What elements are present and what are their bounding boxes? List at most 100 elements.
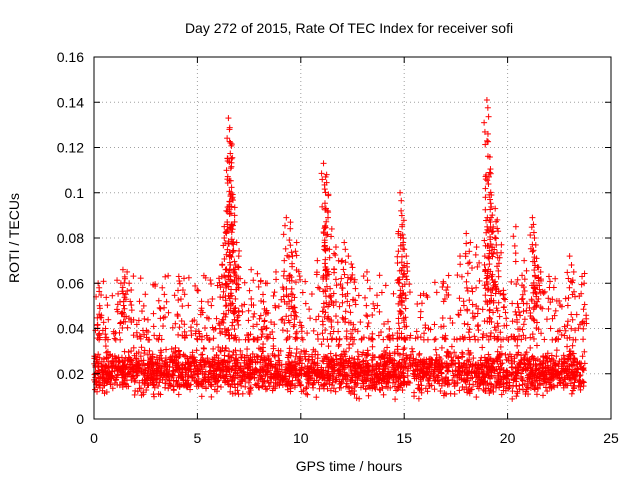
spike-marker <box>287 242 294 249</box>
scatter-marker <box>150 323 157 330</box>
scatter-marker <box>208 280 215 287</box>
data-point <box>341 239 348 246</box>
data-point <box>198 298 205 305</box>
baseline-marker <box>553 347 560 354</box>
scatter-marker <box>365 320 372 327</box>
spike-marker <box>178 317 185 324</box>
spike-marker <box>282 245 289 252</box>
scatter-marker <box>307 315 314 322</box>
baseline-marker <box>422 385 429 392</box>
scatter-marker <box>257 312 264 319</box>
baseline-marker <box>516 382 523 389</box>
baseline-marker <box>369 343 376 350</box>
baseline-marker <box>438 344 445 351</box>
baseline-marker <box>415 381 422 388</box>
data-point <box>283 214 290 221</box>
baseline-marker <box>260 341 267 348</box>
scatter-marker <box>105 316 112 323</box>
scatter-marker <box>517 312 524 319</box>
spike-marker <box>529 241 536 248</box>
baseline-marker <box>214 383 221 390</box>
spike-marker <box>342 308 349 315</box>
spike-marker <box>464 270 471 277</box>
spike-marker <box>512 258 519 265</box>
scatter-marker <box>104 302 111 309</box>
baseline-marker <box>364 347 371 354</box>
spike-marker <box>474 323 481 330</box>
spike-marker <box>330 266 337 273</box>
spike-marker <box>456 295 463 302</box>
spike-marker <box>573 311 580 318</box>
spike-marker <box>580 306 587 313</box>
spike-marker <box>234 318 241 325</box>
scatter-marker <box>433 289 440 296</box>
spike-marker <box>398 197 405 204</box>
baseline-marker <box>396 351 403 358</box>
spike-marker <box>398 253 405 260</box>
data-point <box>467 239 474 246</box>
data-point <box>289 253 296 260</box>
data-points <box>91 96 590 403</box>
data-point <box>96 284 103 291</box>
scatter-marker <box>278 316 285 323</box>
data-point <box>440 280 447 287</box>
scatter-marker <box>201 324 208 331</box>
spike-marker <box>321 200 328 207</box>
baseline-marker <box>262 386 269 393</box>
scatter-marker <box>565 294 572 301</box>
y-tick-label: 0 <box>76 411 84 427</box>
scatter-marker <box>209 295 216 302</box>
spike-marker <box>363 302 370 309</box>
baseline-marker <box>103 388 110 395</box>
baseline-marker <box>215 344 222 351</box>
spike-marker <box>466 297 473 304</box>
spike-marker <box>250 277 257 284</box>
spike-marker <box>495 228 502 235</box>
baseline-marker <box>198 393 205 400</box>
scatter-marker <box>302 278 309 285</box>
scatter-marker <box>296 273 303 280</box>
chart-title: Day 272 of 2015, Rate Of TEC Index for r… <box>185 20 513 36</box>
baseline-marker <box>121 348 128 355</box>
baseline-marker <box>338 384 345 391</box>
spike-marker <box>319 321 326 328</box>
scatter-marker <box>254 270 261 277</box>
baseline-marker <box>214 360 221 367</box>
spike-marker <box>523 267 530 274</box>
spike-marker <box>568 261 575 268</box>
baseline-marker <box>343 380 350 387</box>
scatter-marker <box>376 272 383 279</box>
baseline-marker <box>365 392 372 399</box>
y-tick-label: 0.06 <box>57 275 84 291</box>
data-point <box>235 253 242 260</box>
scatter-marker <box>521 316 528 323</box>
baseline-marker <box>426 382 433 389</box>
baseline-marker <box>210 345 217 352</box>
scatter-marker <box>181 275 188 282</box>
spike-marker <box>485 138 492 145</box>
scatter-marker <box>334 319 341 326</box>
scatter-marker <box>188 332 195 339</box>
scatter-marker <box>431 336 438 343</box>
spike-marker <box>287 225 294 232</box>
baseline-marker <box>456 387 463 394</box>
spike-marker <box>176 324 183 331</box>
baseline-marker <box>533 391 540 398</box>
baseline-marker <box>394 346 401 353</box>
scatter-marker <box>376 308 383 315</box>
baseline-marker <box>217 384 224 390</box>
scatter-marker <box>445 272 452 279</box>
scatter-marker <box>371 305 378 312</box>
baseline-marker <box>486 380 493 387</box>
scatter-marker <box>380 336 387 343</box>
spike-marker <box>338 258 345 265</box>
baseline-marker <box>298 348 305 355</box>
scatter-marker <box>310 327 317 334</box>
spike-marker <box>486 261 493 268</box>
spike-marker <box>364 323 371 330</box>
baseline-marker <box>338 379 345 386</box>
baseline-marker <box>570 368 577 375</box>
spike-marker <box>362 294 369 301</box>
baseline-marker <box>354 348 361 355</box>
data-point <box>349 264 356 271</box>
